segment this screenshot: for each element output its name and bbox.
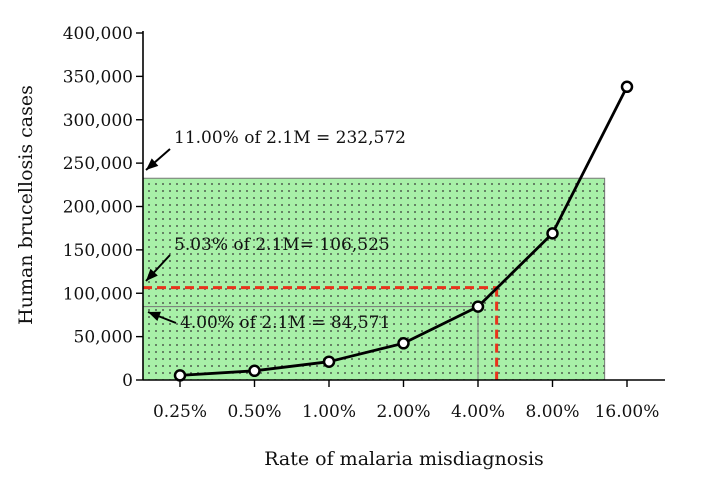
annotations: 11.00% of 2.1M = 232,572 5.03% of 2.1M= 1… <box>145 128 406 333</box>
data-point <box>397 337 410 350</box>
annotation-arrowhead-3 <box>148 311 161 322</box>
y-axis-title: Human brucellosis cases <box>15 85 37 325</box>
series <box>173 80 634 382</box>
annotation-arrowhead-1 <box>146 158 159 170</box>
data-point <box>248 364 261 378</box>
x-tick-label: 0.50% <box>227 402 281 422</box>
shaded-region-2 <box>142 306 479 381</box>
shaded-regions <box>142 177 606 381</box>
y-tick-label: 0 <box>122 371 133 391</box>
y-tick-label: 200,000 <box>63 198 133 218</box>
y-tick-label: 100,000 <box>63 284 133 304</box>
y-tick-label: 150,000 <box>63 241 133 261</box>
data-point <box>546 227 559 240</box>
annotation-label-1: 11.00% of 2.1M = 232,572 <box>174 128 406 148</box>
data-point <box>322 355 336 368</box>
x-axis-title: Rate of malaria misdiagnosis <box>264 448 544 470</box>
data-point <box>173 369 187 382</box>
data-point <box>620 80 634 94</box>
annotation-arrowhead-2 <box>146 268 158 281</box>
y-tick-label: 400,000 <box>63 24 133 44</box>
reference-lines <box>143 286 499 380</box>
axes: 0 50,000 100,000 150,000 200,000 250,000 300,0… <box>63 24 665 422</box>
y-tick-label: 300,000 <box>63 111 133 131</box>
x-tick-label: 1.00% <box>302 402 356 422</box>
y-tick-label: 350,000 <box>63 67 133 87</box>
x-tick-label: 2.00% <box>376 402 430 422</box>
x-tick-label: 0.25% <box>153 402 207 422</box>
annotation-label-2: 5.03% of 2.1M= 106,525 <box>174 235 390 255</box>
y-tick-label: 250,000 <box>63 154 133 174</box>
y-tick-label: 50,000 <box>74 328 133 348</box>
x-tick-label: 4.00% <box>451 402 505 422</box>
x-tick-label: 16.00% <box>595 402 660 422</box>
data-point <box>471 300 485 313</box>
annotation-label-3: 4.00% of 2.1M = 84,571 <box>180 313 390 333</box>
x-tick-label: 8.00% <box>525 402 579 422</box>
